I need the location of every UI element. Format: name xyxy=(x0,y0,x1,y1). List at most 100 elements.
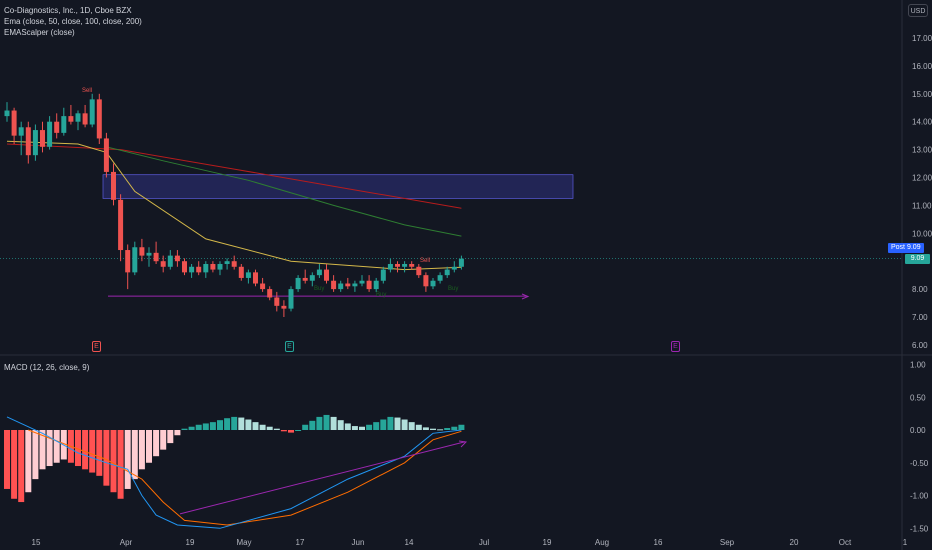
macd-divergence-trendline xyxy=(179,441,466,515)
macd-histogram-bar xyxy=(458,424,465,430)
price-tick-label: 7.00 xyxy=(912,313,928,322)
time-tick-label: 19 xyxy=(543,538,552,547)
candle-body xyxy=(451,266,457,270)
time-tick-label: Aug xyxy=(595,538,609,547)
candle-body xyxy=(295,277,301,290)
price-tick-label: 15.00 xyxy=(912,90,932,99)
earnings-marker[interactable]: E xyxy=(285,341,294,352)
macd-tick-label: -1.00 xyxy=(910,492,929,501)
candle-body xyxy=(352,283,358,287)
macd-histogram-bar xyxy=(288,430,294,433)
macd-histogram-bar xyxy=(89,430,96,473)
candle-body xyxy=(302,277,308,281)
candle-body xyxy=(132,247,138,273)
candle-body xyxy=(196,266,202,273)
macd-histogram-bar xyxy=(252,422,259,430)
macd-tick-label: 1.00 xyxy=(910,361,926,370)
last-price-label: 9.09 xyxy=(905,254,930,264)
macd-histogram-bar xyxy=(323,414,330,430)
macd-histogram-bar xyxy=(437,429,444,431)
macd-histogram-bar xyxy=(195,424,202,430)
candle-body xyxy=(18,127,24,136)
macd-legend[interactable]: MACD (12, 26, close, 9) xyxy=(4,363,90,372)
earnings-marker[interactable]: E xyxy=(671,341,680,352)
price-tick-label: 6.00 xyxy=(912,341,928,350)
time-tick-label: 14 xyxy=(405,538,414,547)
candle-body xyxy=(174,255,180,262)
candle-body xyxy=(54,121,60,133)
candle-body xyxy=(11,110,17,136)
macd-histogram-bar xyxy=(53,430,60,463)
macd-histogram-bar xyxy=(245,419,252,430)
price-tick-label: 10.00 xyxy=(912,229,932,238)
buy-signal-label: Buy xyxy=(314,286,324,292)
candle-body xyxy=(373,280,379,290)
candle-body xyxy=(82,113,88,125)
candle-body xyxy=(4,110,10,117)
earnings-marker[interactable]: E xyxy=(92,341,101,352)
macd-histogram-bar xyxy=(96,430,103,476)
ema-scalper-legend[interactable]: EMAScalper (close) xyxy=(4,28,75,37)
candle-body xyxy=(309,275,315,281)
candle-body xyxy=(203,263,209,273)
macd-histogram-bar xyxy=(316,416,323,430)
macd-histogram-bar xyxy=(359,426,365,430)
candle-body xyxy=(139,247,145,256)
candle-body xyxy=(103,138,109,172)
candle-body xyxy=(380,269,386,281)
buy-signal-label: Buy xyxy=(448,286,458,292)
time-tick-label: 16 xyxy=(654,538,663,547)
candle-body xyxy=(366,280,372,290)
macd-histogram-bar xyxy=(103,430,110,486)
candle-body xyxy=(111,171,116,200)
currency-button[interactable]: USD xyxy=(908,4,928,17)
macd-tick-label: 0.50 xyxy=(910,393,926,402)
macd-histogram-bar xyxy=(117,430,124,499)
candle-body xyxy=(395,263,400,267)
time-tick-label: 15 xyxy=(32,538,41,547)
macd-signal-line xyxy=(28,429,462,526)
macd-histogram-bar xyxy=(82,430,89,470)
symbol-legend[interactable]: Co-Diagnostics, Inc., 1D, Cboe BZX xyxy=(4,6,132,15)
macd-histogram-bar xyxy=(330,416,337,430)
candle-body xyxy=(423,275,429,287)
macd-histogram-bar xyxy=(217,420,223,430)
sell-signal-label: Sell xyxy=(420,258,430,264)
macd-histogram-bar xyxy=(337,420,344,430)
ema-legend[interactable]: Ema (close, 50, close, 100, close, 200) xyxy=(4,17,142,26)
macd-histogram-bar xyxy=(11,430,18,499)
macd-histogram-bar xyxy=(167,430,174,444)
trendline-arrowhead xyxy=(521,293,530,300)
candle-body xyxy=(267,289,273,298)
candle-body xyxy=(68,116,74,122)
candle-body xyxy=(210,263,216,270)
candle-body xyxy=(409,263,415,267)
macd-histogram-bar xyxy=(422,427,429,430)
macd-histogram-bar xyxy=(380,419,387,430)
time-tick-label: Sep xyxy=(720,538,735,547)
candle-body xyxy=(430,280,436,287)
sell-signal-label: Sell xyxy=(82,88,92,94)
macd-histogram-bar xyxy=(224,418,231,430)
price-tick-label: 11.00 xyxy=(912,201,932,210)
price-tick-label: 8.00 xyxy=(912,285,928,294)
candle-body xyxy=(224,261,230,264)
macd-histogram-bar xyxy=(451,426,458,430)
time-tick-label: Jun xyxy=(352,538,365,547)
price-tick-label: 16.00 xyxy=(912,62,932,71)
candle-body xyxy=(338,283,344,290)
candle-body xyxy=(359,280,365,284)
macd-histogram-bar xyxy=(394,417,401,430)
candlestick-series xyxy=(4,93,464,317)
macd-histogram-bar xyxy=(295,430,302,431)
candle-body xyxy=(160,261,166,267)
divergence-arrowhead xyxy=(458,440,468,448)
macd-histogram-bar xyxy=(146,430,152,463)
macd-histogram-bar xyxy=(32,430,39,480)
candle-body xyxy=(96,99,102,139)
macd-tick-label: -1.50 xyxy=(910,524,929,533)
time-tick-label: 19 xyxy=(186,538,195,547)
macd-histogram-bar xyxy=(75,430,81,467)
